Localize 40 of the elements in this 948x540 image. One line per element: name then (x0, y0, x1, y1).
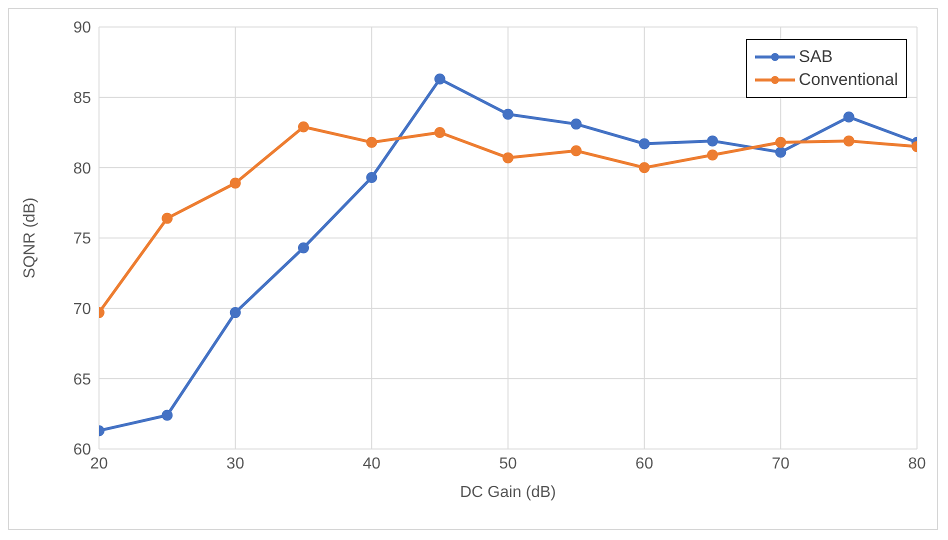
y-tick-label: 60 (73, 442, 92, 459)
x-axis-title: DC Gain (dB) (460, 484, 556, 501)
legend-label: Conventional (798, 70, 898, 90)
point (298, 121, 309, 132)
x-tick-label: 50 (499, 455, 517, 472)
point (366, 136, 378, 148)
point (298, 242, 309, 254)
y-tick-label: 80 (73, 160, 92, 178)
point (434, 127, 446, 138)
point (707, 135, 718, 146)
point (843, 112, 854, 123)
point (775, 146, 786, 158)
point (638, 138, 650, 150)
y-tick-label: 90 (73, 20, 92, 37)
point (843, 135, 854, 146)
point (775, 136, 786, 148)
x-tick-label: 20 (90, 455, 108, 472)
y-tick-label: 70 (73, 301, 92, 318)
point (162, 410, 173, 421)
y-axis-title: SQNR (dB) (22, 198, 39, 278)
point (502, 108, 514, 120)
point (570, 145, 582, 156)
point (570, 118, 582, 130)
point (707, 150, 718, 161)
point (230, 178, 241, 189)
x-tick-label: 30 (226, 455, 244, 472)
x-tick-label: 60 (635, 455, 654, 472)
point (230, 307, 241, 318)
point (434, 74, 446, 85)
x-tick-label: 70 (772, 455, 790, 472)
point (638, 162, 650, 174)
y-tick-label: 75 (73, 230, 92, 248)
point (366, 172, 378, 184)
point (162, 212, 173, 224)
x-tick-label: 40 (362, 455, 381, 472)
y-tick-label: 65 (73, 371, 92, 388)
legend-label: SAB (798, 47, 833, 67)
y-tick-label: 85 (73, 90, 92, 108)
x-tick-label: 80 (908, 455, 926, 472)
point (502, 152, 514, 164)
